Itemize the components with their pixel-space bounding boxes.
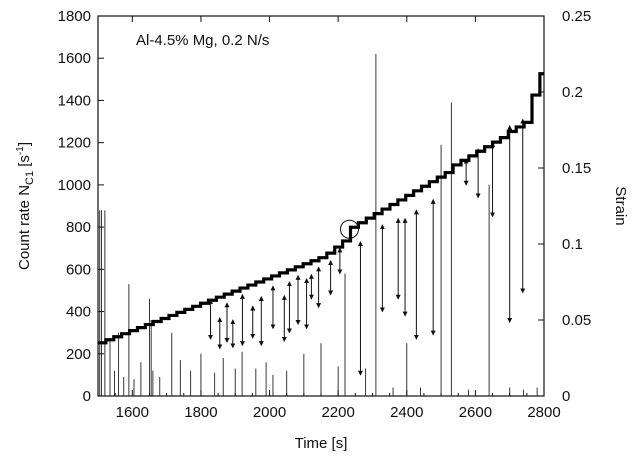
x-tick-label: 2800 xyxy=(527,404,560,421)
strain-series-line xyxy=(98,72,544,345)
y-right-tick-label: 0.1 xyxy=(562,236,583,253)
x-tick-label: 2400 xyxy=(390,404,423,421)
x-axis-ticks: 1600 1800 2000 2200 2400 2600 2800 xyxy=(97,16,561,421)
x-tick-label: 1600 xyxy=(116,404,149,421)
x-tick-label: 2000 xyxy=(253,404,286,421)
y-left-tick-label: 1000 xyxy=(58,177,91,194)
circle-marker xyxy=(339,219,359,239)
y-left-tick-label: 1400 xyxy=(58,92,91,109)
x-tick-label: 2200 xyxy=(321,404,354,421)
y-right-axis-title: Strain xyxy=(612,186,629,225)
y-left-tick-label: 1200 xyxy=(58,135,91,152)
y-right-axis-ticks: 0 0.05 0.1 0.15 0.2 0.25 xyxy=(538,8,591,405)
y-left-tick-label: 1800 xyxy=(58,8,91,25)
y-right-tick-label: 0 xyxy=(562,388,570,405)
y-left-tick-label: 400 xyxy=(66,304,91,321)
x-tick-label: 2600 xyxy=(459,404,492,421)
y-left-tick-label: 800 xyxy=(66,219,91,236)
y-right-tick-label: 0.05 xyxy=(562,312,591,329)
chart-annotation: Al-4.5% Mg, 0.2 N/s xyxy=(136,32,269,49)
y-left-tick-label: 200 xyxy=(66,346,91,363)
y-left-axis-ticks: 0 200 400 600 800 1000 1200 1400 1600 1800 xyxy=(58,8,104,405)
plot-frame xyxy=(97,15,545,397)
x-tick-label: 1800 xyxy=(184,404,217,421)
x-axis-title: Time [s] xyxy=(295,435,348,452)
y-left-tick-label: 600 xyxy=(66,261,91,278)
arrow-annotations xyxy=(208,118,526,376)
y-right-tick-label: 0.15 xyxy=(562,160,591,177)
count-rate-series xyxy=(99,54,538,396)
y-left-tick-label: 0 xyxy=(83,388,91,405)
y-left-tick-label: 1600 xyxy=(58,50,91,67)
y-right-tick-label: 0.2 xyxy=(562,84,583,101)
y-right-tick-label: 0.25 xyxy=(562,8,591,25)
y-left-axis-title: Count rate NC1 [s-1] xyxy=(15,142,36,270)
